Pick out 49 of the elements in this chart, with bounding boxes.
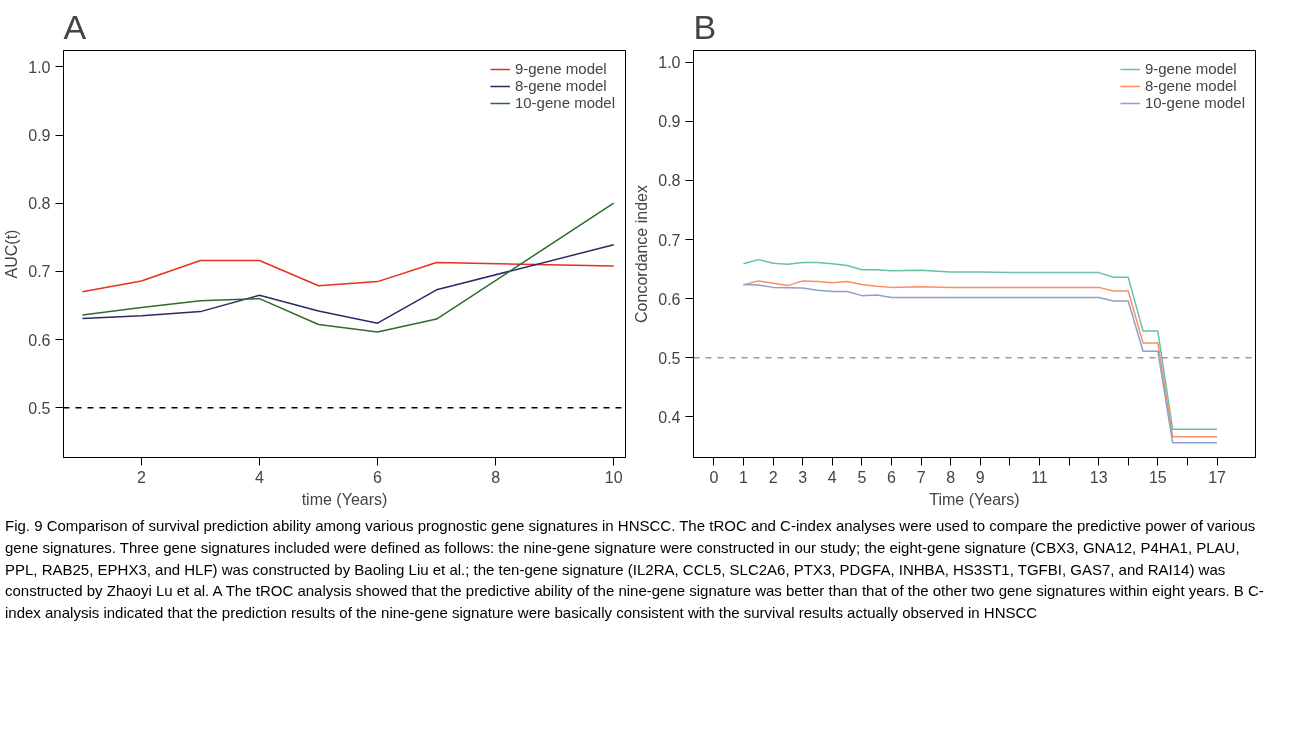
y-tick-label: 0.9 <box>28 127 51 145</box>
x-tick-label: 8 <box>946 468 956 486</box>
y-tick-label: 0.8 <box>658 172 681 190</box>
x-tick-label: 4 <box>255 468 265 486</box>
y-axis-title: AUC(t) <box>3 229 21 279</box>
y-tick-label: 0.6 <box>658 290 681 308</box>
x-tick-label: 6 <box>887 468 897 486</box>
y-tick-label: 1.0 <box>28 58 51 76</box>
line-series <box>81 259 615 293</box>
x-tick-label: 11 <box>1031 468 1048 486</box>
legend-label: 8-gene model <box>1144 77 1237 94</box>
y-tick-label: 1.0 <box>658 54 681 72</box>
x-tick-label: 7 <box>916 468 926 486</box>
line-series <box>81 202 615 333</box>
line-series <box>742 258 1218 430</box>
x-tick-label: 17 <box>1208 468 1227 486</box>
y-tick-label: 0.5 <box>658 349 681 367</box>
line-series <box>81 244 615 324</box>
x-tick-label: 1 <box>739 468 749 486</box>
x-tick-label: 2 <box>136 468 146 486</box>
x-tick-label: 4 <box>827 468 837 486</box>
caption: Fig. 9 Comparison of survival prediction ability among various prognostic gene signatures in HNSCC. The tROC and C-index analyses were used to compare the predictive power of various gene signatures. Three gene signatures included were defined as follows: the nine-gene signature were constructed in our study; the eight-gene signature (CBX3, GNA12, P4HA1, PLAU, PPL, RAB25, EPHX3, and HLF) was constructed by Baoling Liu et al.; the ten-gene signature (IL2RA, CCL5, SLC2A6, PTX3, PDGFA, INHBA, HS3ST1, TGFBI, GAS7, and RAI14) was constructed by Zhaoyi Lu et al. A The tROC analysis showed that the predictive ability of the nine-gene signature was better than that of the other two gene signatures within eight years. B C-index analysis indicated that the prediction results of the nine-gene signature were basically consistent with the survival results actually observed in HNSCC <box>5 516 1265 623</box>
chart-title: A <box>63 7 87 46</box>
legend-label: 10-gene model <box>1144 94 1245 111</box>
x-tick-label: 9 <box>975 468 985 486</box>
legend-label: 10-gene model <box>514 94 615 111</box>
x-axis-title: time (Years) <box>301 490 388 508</box>
x-tick-label: 6 <box>373 468 383 486</box>
x-tick-label: 2 <box>768 468 778 486</box>
x-tick-label: 0 <box>709 468 719 486</box>
y-tick-label: 0.5 <box>28 399 51 417</box>
y-tick-label: 0.9 <box>658 113 681 131</box>
x-tick-label: 5 <box>857 468 867 486</box>
x-tick-label: 10 <box>604 468 623 486</box>
legend-label: 8-gene model <box>514 77 607 94</box>
x-tick-label: 8 <box>491 468 501 486</box>
y-tick-label: 0.4 <box>658 408 681 426</box>
y-tick-label: 0.6 <box>28 331 51 349</box>
y-tick-label: 0.7 <box>28 263 51 281</box>
y-tick-label: 0.7 <box>658 231 681 249</box>
x-axis-title: Time (Years) <box>929 490 1020 508</box>
legend-label: 9-gene model <box>1144 60 1237 77</box>
chart-title: B <box>693 7 717 46</box>
x-tick-label: 13 <box>1089 468 1108 486</box>
x-tick-label: 15 <box>1148 468 1167 486</box>
y-tick-label: 0.8 <box>28 195 51 213</box>
y-axis-title: Concordance index <box>633 185 651 323</box>
legend-label: 9-gene model <box>514 60 607 77</box>
x-tick-label: 3 <box>798 468 808 486</box>
